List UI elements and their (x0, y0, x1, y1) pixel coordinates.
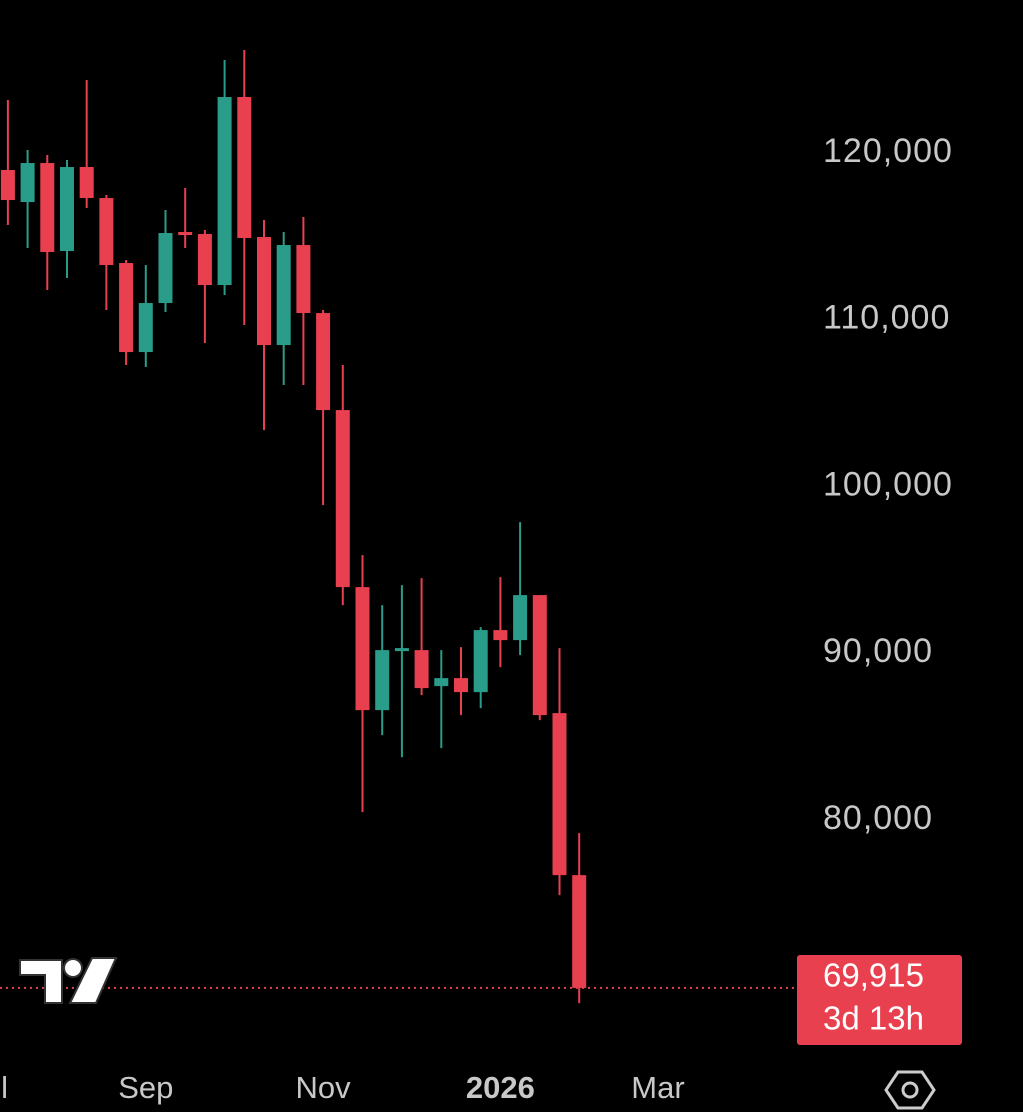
x-tick-label: Jul (0, 1070, 8, 1105)
plot: 80,000 90,000 100,000 110,000 120,000 Jul Sep N… (0, 50, 962, 1105)
candle-body (79, 167, 94, 199)
x-tick-label: Mar (631, 1070, 684, 1105)
y-tick-label: 90,000 (823, 632, 933, 670)
candle-body (138, 303, 153, 353)
candle-body (237, 97, 252, 239)
candle-body (473, 630, 488, 693)
candle-body (552, 713, 567, 876)
candle-body (355, 587, 370, 711)
tradingview-logo (19, 957, 118, 1004)
candle-body (99, 198, 114, 266)
x-tick-label: 2026 (466, 1070, 535, 1105)
candle-body (453, 678, 468, 693)
candle-body (394, 648, 409, 652)
candle-body (414, 650, 429, 689)
candle-body (532, 595, 547, 716)
candle-body (40, 163, 55, 253)
countdown-label: 3d 13h (823, 1000, 924, 1037)
candle-body (256, 237, 271, 346)
x-tick-label: Sep (118, 1070, 173, 1105)
candle-body (119, 263, 134, 353)
candle-body (217, 97, 232, 286)
candle-body (375, 650, 390, 711)
y-tick-label: 80,000 (823, 799, 933, 837)
candle-body (493, 630, 508, 641)
candle-body (158, 233, 173, 304)
candle-body (59, 167, 74, 252)
y-tick-label: 110,000 (823, 299, 950, 337)
candle-body (0, 170, 15, 201)
y-tick-label: 100,000 (823, 465, 953, 503)
candle-body (178, 232, 193, 236)
candle-body (20, 163, 35, 203)
y-tick-label: 120,000 (823, 132, 953, 170)
x-tick-label: Nov (296, 1070, 352, 1105)
candle-body (572, 875, 587, 988)
candle-body (434, 678, 449, 687)
last-price-label: 69,915 (823, 957, 924, 994)
candle-body (316, 313, 331, 411)
candle-body (335, 410, 350, 588)
last-price-box (797, 955, 962, 1045)
candle-body (197, 234, 212, 286)
candle-body (276, 245, 291, 346)
settings-icon[interactable] (884, 1070, 936, 1110)
candle-body (513, 595, 528, 641)
candle-body (296, 245, 311, 314)
